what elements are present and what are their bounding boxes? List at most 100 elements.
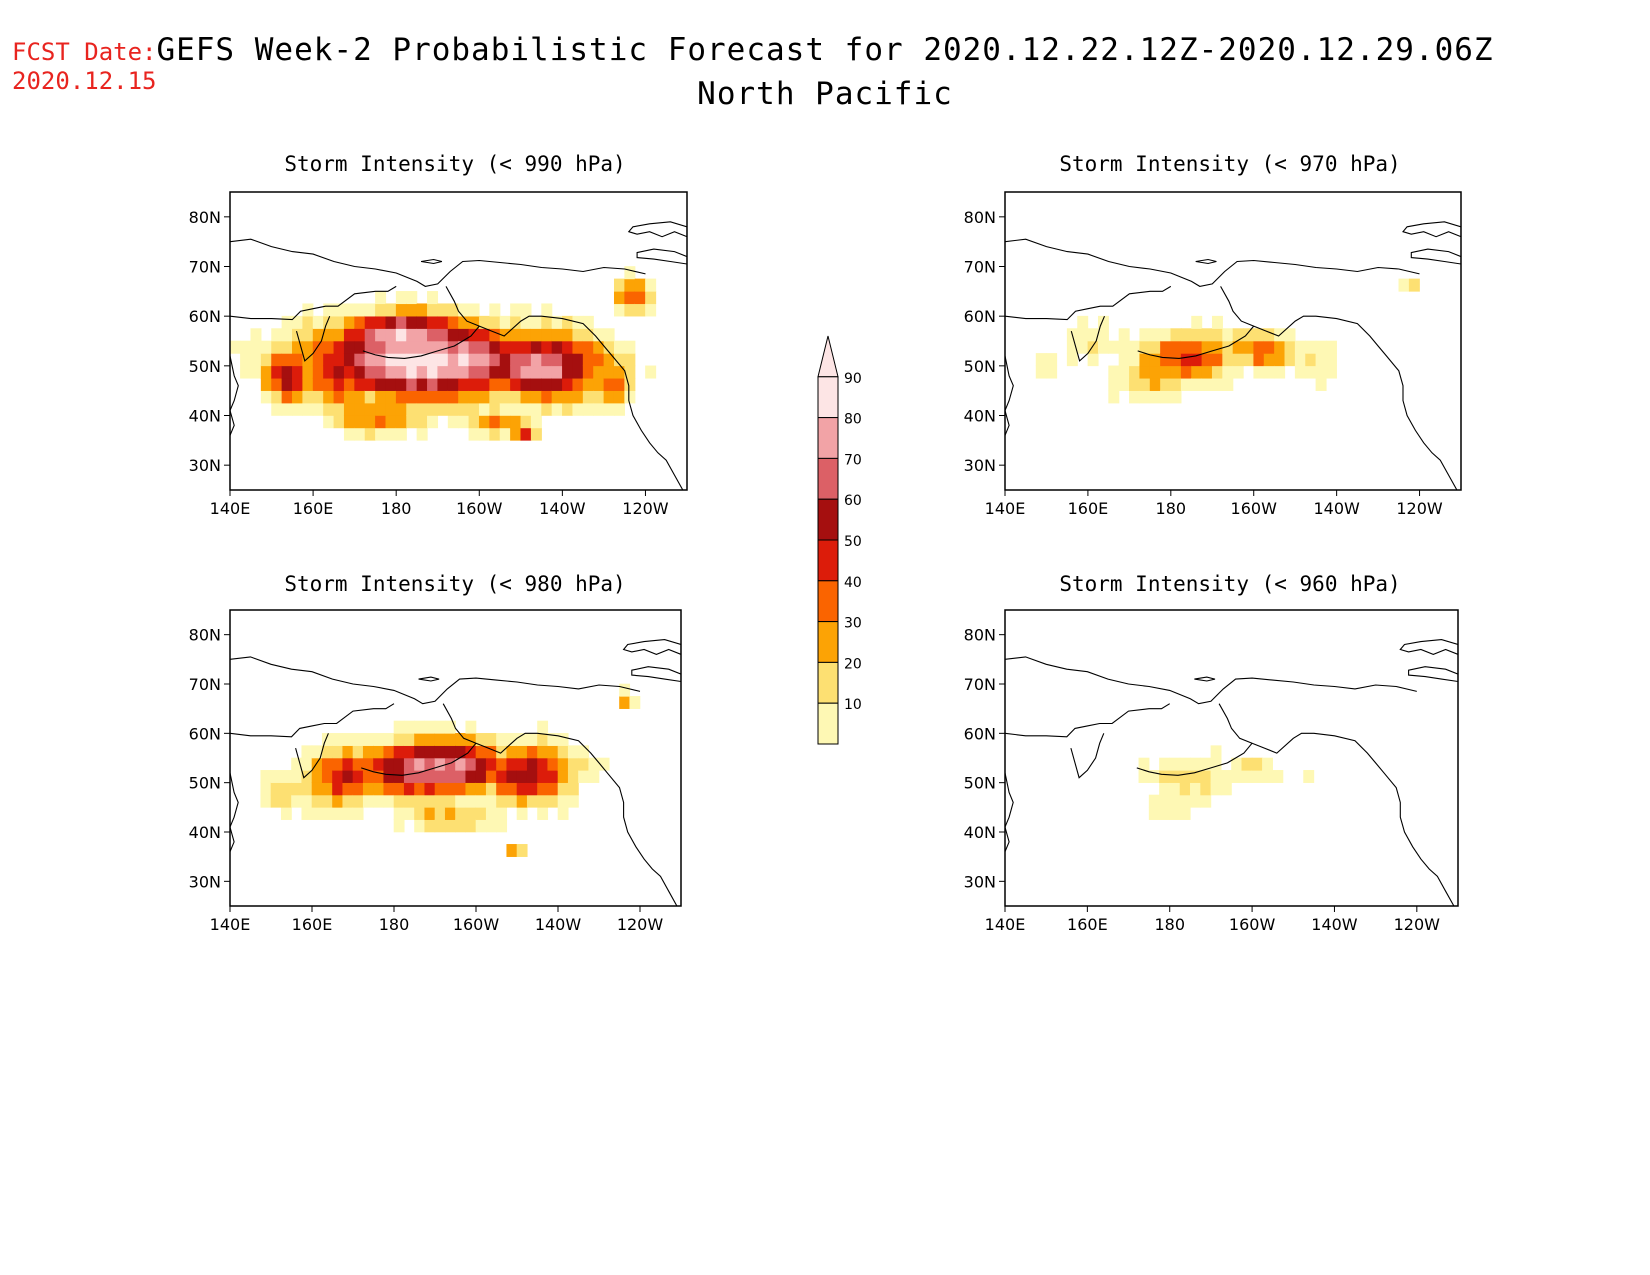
colorbar: 90 80 70 60 50 40 30 20 10 xyxy=(817,335,862,745)
probability-cell xyxy=(364,390,376,404)
map-frame xyxy=(229,191,688,491)
probability-cell xyxy=(588,757,600,771)
probability-cell xyxy=(578,745,590,759)
probability-cell xyxy=(332,757,344,771)
probability-cell xyxy=(1190,794,1201,808)
probability-cell xyxy=(1108,377,1120,391)
probability-cell xyxy=(1179,794,1191,808)
probability-cell xyxy=(281,402,293,416)
probability-cell xyxy=(562,377,574,391)
lat-label: 70N xyxy=(189,258,221,277)
probability-cell xyxy=(1232,353,1244,367)
lat-label: 40N xyxy=(189,407,221,426)
probability-cell xyxy=(373,794,385,808)
probability-cell xyxy=(352,745,364,759)
probability-cell xyxy=(489,315,501,329)
probability-cell xyxy=(1148,794,1160,808)
probability-cell xyxy=(455,807,467,820)
probability-cell xyxy=(424,807,436,820)
probability-cell xyxy=(593,402,605,416)
probability-cell xyxy=(1129,365,1141,379)
probability-cell xyxy=(416,303,428,317)
probability-cell xyxy=(333,315,345,329)
probability-cell xyxy=(395,315,407,329)
probability-cell xyxy=(520,402,532,416)
probability-cell xyxy=(301,757,313,771)
probability-cell xyxy=(603,353,615,367)
probability-cell xyxy=(516,757,528,771)
probability-cell xyxy=(1315,353,1327,367)
probability-cell xyxy=(541,353,553,367)
probability-cell xyxy=(530,377,542,391)
probability-cell xyxy=(1200,770,1212,783)
probability-cell xyxy=(496,757,508,771)
probability-cell xyxy=(582,377,594,391)
lon-label: 140W xyxy=(1313,499,1360,518)
colorbar-label: 60 xyxy=(844,493,862,509)
probability-cell xyxy=(414,782,426,796)
probability-cell xyxy=(455,819,467,833)
probability-cell xyxy=(582,402,594,416)
probability-cell xyxy=(1210,745,1222,759)
probability-cell xyxy=(1191,353,1203,367)
probability-cell xyxy=(520,328,532,342)
probability-cell xyxy=(603,390,615,404)
coastline xyxy=(1005,703,1170,738)
probability-cell xyxy=(475,757,487,771)
probability-cell xyxy=(603,377,615,391)
probability-cell xyxy=(403,770,415,783)
probability-cell xyxy=(510,365,522,379)
probability-cell xyxy=(395,328,407,342)
probability-cell xyxy=(468,402,480,416)
probability-cell xyxy=(468,303,480,317)
probability-cell xyxy=(629,696,641,709)
probability-cell xyxy=(478,353,490,367)
probability-cell xyxy=(1118,328,1130,342)
probability-cell xyxy=(342,782,354,796)
probability-cell xyxy=(447,390,459,404)
probability-cell xyxy=(526,782,538,796)
probability-cell xyxy=(496,782,508,796)
probability-cell xyxy=(1149,390,1161,404)
probability-cell xyxy=(458,402,470,416)
panel-title-980: Storm Intensity (< 980 hPa) xyxy=(284,572,626,596)
colorbar-swatch xyxy=(817,457,839,500)
probability-cell xyxy=(342,807,354,820)
probability-cell xyxy=(342,745,354,759)
probability-cell xyxy=(1159,782,1171,796)
probability-cell xyxy=(333,402,345,416)
probability-cell xyxy=(427,415,439,429)
probability-cell xyxy=(572,402,584,416)
probability-cell xyxy=(1179,757,1191,771)
probability-cell xyxy=(1222,340,1234,354)
probability-cell xyxy=(352,807,364,820)
probability-cell xyxy=(403,782,415,796)
probability-cell xyxy=(323,353,335,367)
probability-cell xyxy=(567,782,579,796)
probability-cell xyxy=(250,365,262,379)
probability-cell xyxy=(557,794,569,808)
lat-label: 60N xyxy=(189,307,221,326)
probability-cell xyxy=(588,770,600,783)
probability-cell xyxy=(537,770,549,783)
probability-cell xyxy=(547,745,559,759)
probability-cell xyxy=(572,328,584,342)
probability-cell xyxy=(1231,770,1243,783)
lon-label: 180 xyxy=(381,499,412,518)
probability-cell xyxy=(526,757,538,771)
probability-cell xyxy=(323,415,335,429)
probability-cell xyxy=(1077,315,1089,329)
probability-cell xyxy=(434,807,446,820)
lon-label: 140W xyxy=(539,499,586,518)
probability-cell xyxy=(343,315,355,329)
probability-cell xyxy=(537,733,549,746)
probability-cell xyxy=(414,745,426,759)
probability-cell xyxy=(541,402,553,416)
probability-cell xyxy=(311,794,323,808)
probability-cell xyxy=(364,315,376,329)
lon-label: 140W xyxy=(535,915,582,934)
probability-cell xyxy=(291,794,303,808)
probability-cell xyxy=(302,328,314,342)
probability-cell xyxy=(485,770,497,783)
probability-cell xyxy=(342,757,354,771)
